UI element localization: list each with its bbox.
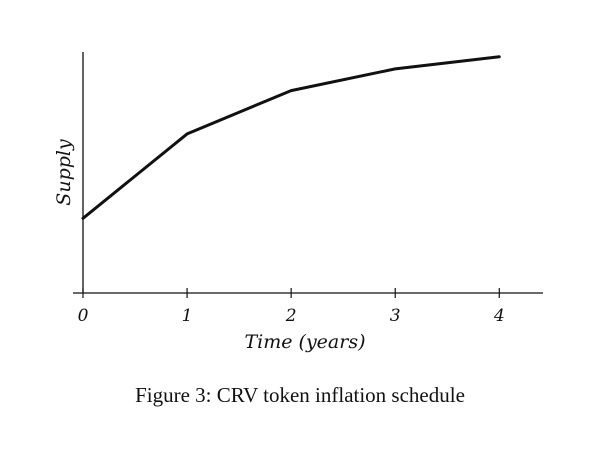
y-axis-title: Supply xyxy=(53,139,75,206)
x-tick-label-0: 0 xyxy=(78,306,89,326)
x-tick-label-2: 2 xyxy=(285,306,297,326)
supply-series-line xyxy=(81,55,501,220)
x-tick-label-4: 4 xyxy=(493,306,505,326)
figure-caption: Figure 3: CRV token inflation schedule xyxy=(135,383,465,407)
x-ticks xyxy=(82,288,500,298)
x-axis-title: Time (years) xyxy=(244,331,365,353)
x-tick-label-3: 3 xyxy=(390,306,401,326)
x-tick-labels: 0 1 2 3 4 xyxy=(78,306,505,326)
x-tick-label-1: 1 xyxy=(182,306,193,326)
